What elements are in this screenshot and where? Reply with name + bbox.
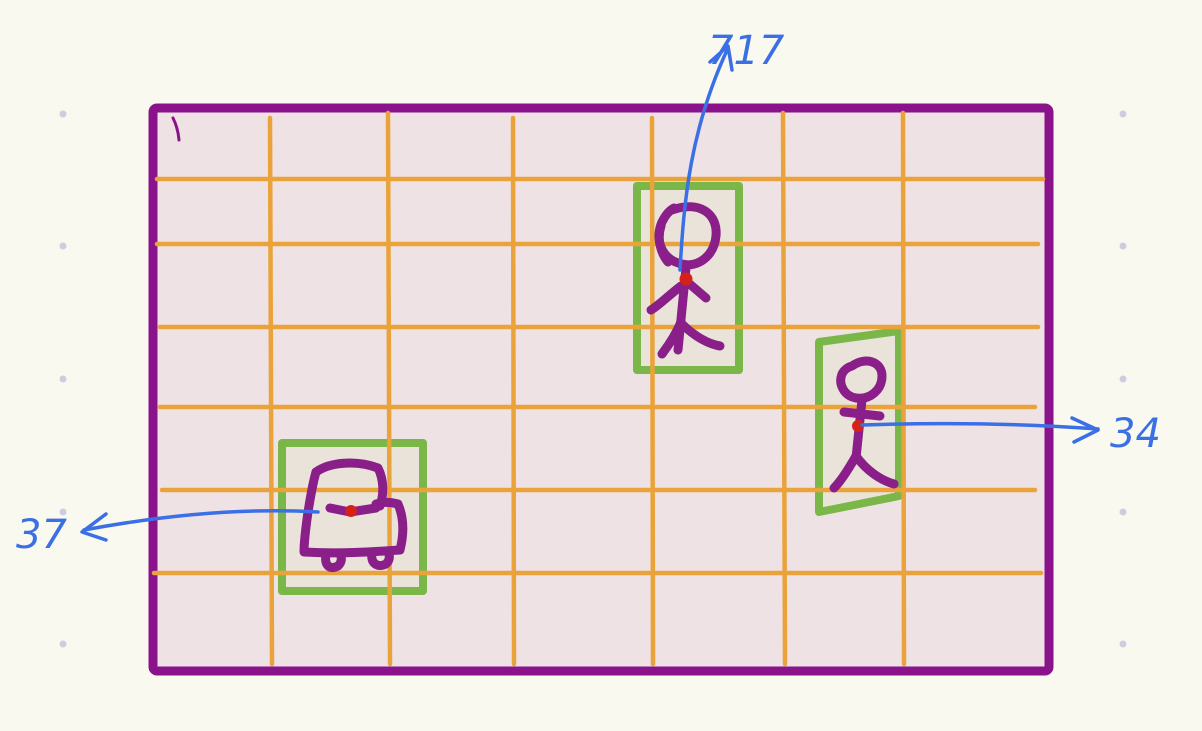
grid-dot (59, 110, 67, 118)
grid-dot (1119, 508, 1127, 516)
label-top-person: 717 (708, 28, 785, 74)
annotation-arrows (80, 44, 1100, 542)
arrow-head-car (80, 512, 108, 542)
label-car: 37 (16, 512, 67, 558)
center-point-car (345, 505, 357, 517)
grid-dot (59, 242, 67, 250)
arrow-top-person (678, 46, 730, 272)
grid-dot (59, 640, 67, 648)
arrow-car (82, 509, 320, 532)
frame-corner-tick (171, 116, 181, 142)
grid-dot (59, 508, 67, 516)
arrow-head-top-person (708, 44, 734, 72)
grid-dot (1119, 375, 1127, 383)
grid-dot (1119, 640, 1127, 648)
arrow-head-right-person (1070, 416, 1100, 444)
center-point-top-person (679, 272, 693, 286)
label-right-person: 34 (1110, 411, 1161, 457)
grid-dot (59, 375, 67, 383)
grid-dot (1119, 110, 1127, 118)
center-point-right-person (852, 420, 864, 432)
arrow-right-person (860, 421, 1100, 431)
grid-dot (1119, 242, 1127, 250)
